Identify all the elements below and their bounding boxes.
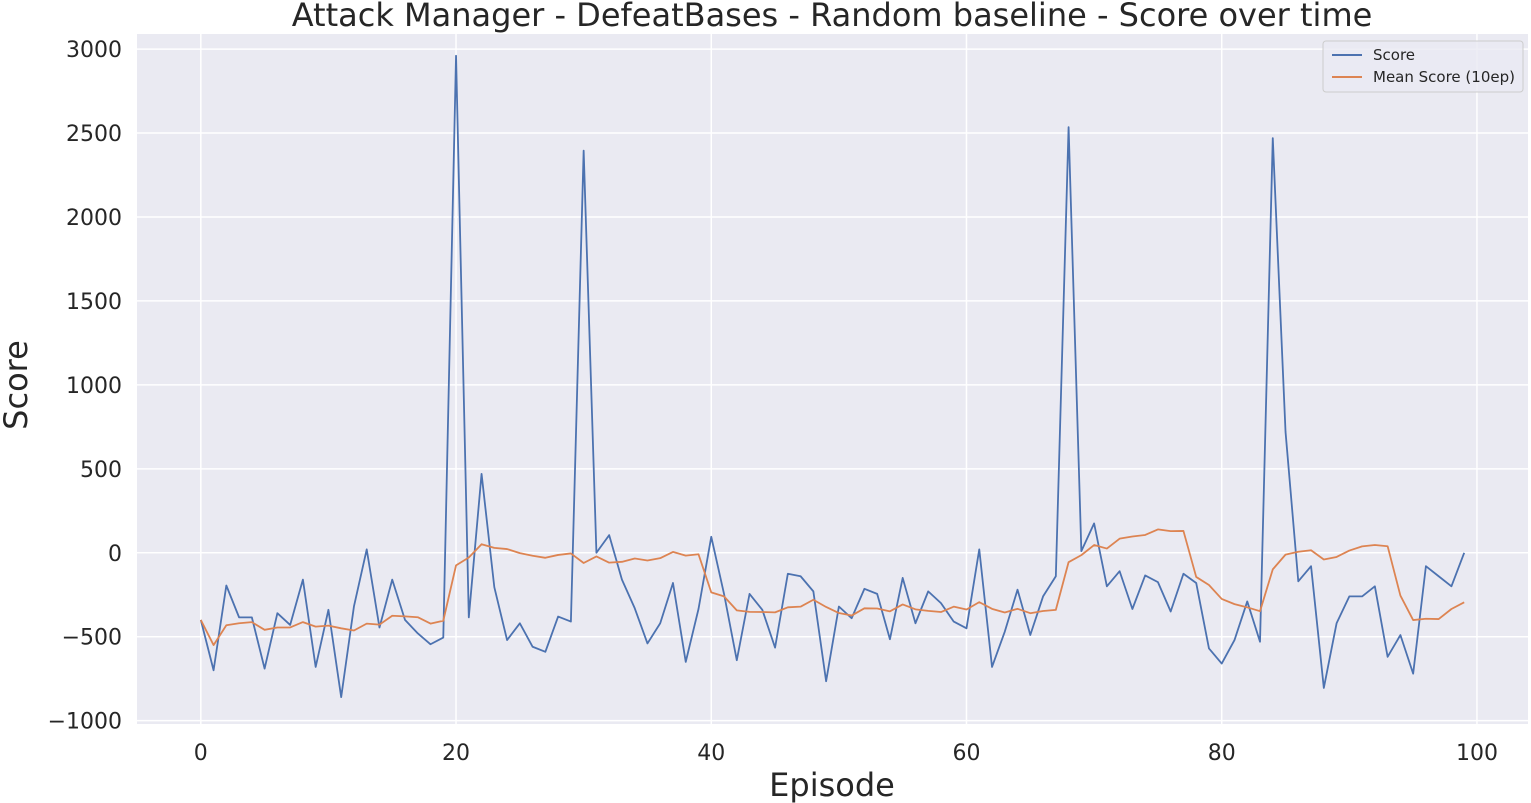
y-tick-label: 2000 (66, 206, 122, 231)
y-tick-label: 500 (80, 458, 122, 483)
y-tick-label: 1500 (66, 290, 122, 315)
x-tick-label: 0 (194, 741, 208, 766)
y-tick-label: 3000 (66, 38, 122, 63)
x-tick-label: 20 (442, 741, 470, 766)
y-axis-label: Score (0, 340, 35, 430)
plot-background (137, 34, 1528, 724)
x-tick-label: 40 (697, 741, 725, 766)
legend: Score Mean Score (10ep) (1322, 40, 1524, 93)
tick-labels: 0 20 40 60 80 100 −1000 −500 0 500 1000 1500 2000 250… (48, 38, 1498, 766)
grid (137, 34, 1528, 724)
legend-label-score: Score (1373, 46, 1415, 64)
x-tick-label: 60 (952, 741, 980, 766)
legend-box (1322, 40, 1524, 93)
chart-title: Attack Manager - DefeatBases - Random ba… (292, 0, 1373, 34)
series-line-score (199, 54, 1466, 699)
series-line-mean-score (200, 528, 1465, 646)
x-tick-label: 100 (1456, 741, 1498, 766)
x-axis-label: Episode (769, 766, 895, 803)
y-tick-label: 1000 (66, 374, 122, 399)
legend-label-mean-score: Mean Score (10ep) (1373, 68, 1515, 86)
series-group (199, 54, 1466, 699)
y-tick-label: −500 (62, 626, 122, 651)
y-tick-label: −1000 (48, 710, 122, 735)
x-tick-label: 80 (1208, 741, 1236, 766)
y-tick-label: 2500 (66, 122, 122, 147)
y-tick-label: 0 (108, 542, 122, 567)
